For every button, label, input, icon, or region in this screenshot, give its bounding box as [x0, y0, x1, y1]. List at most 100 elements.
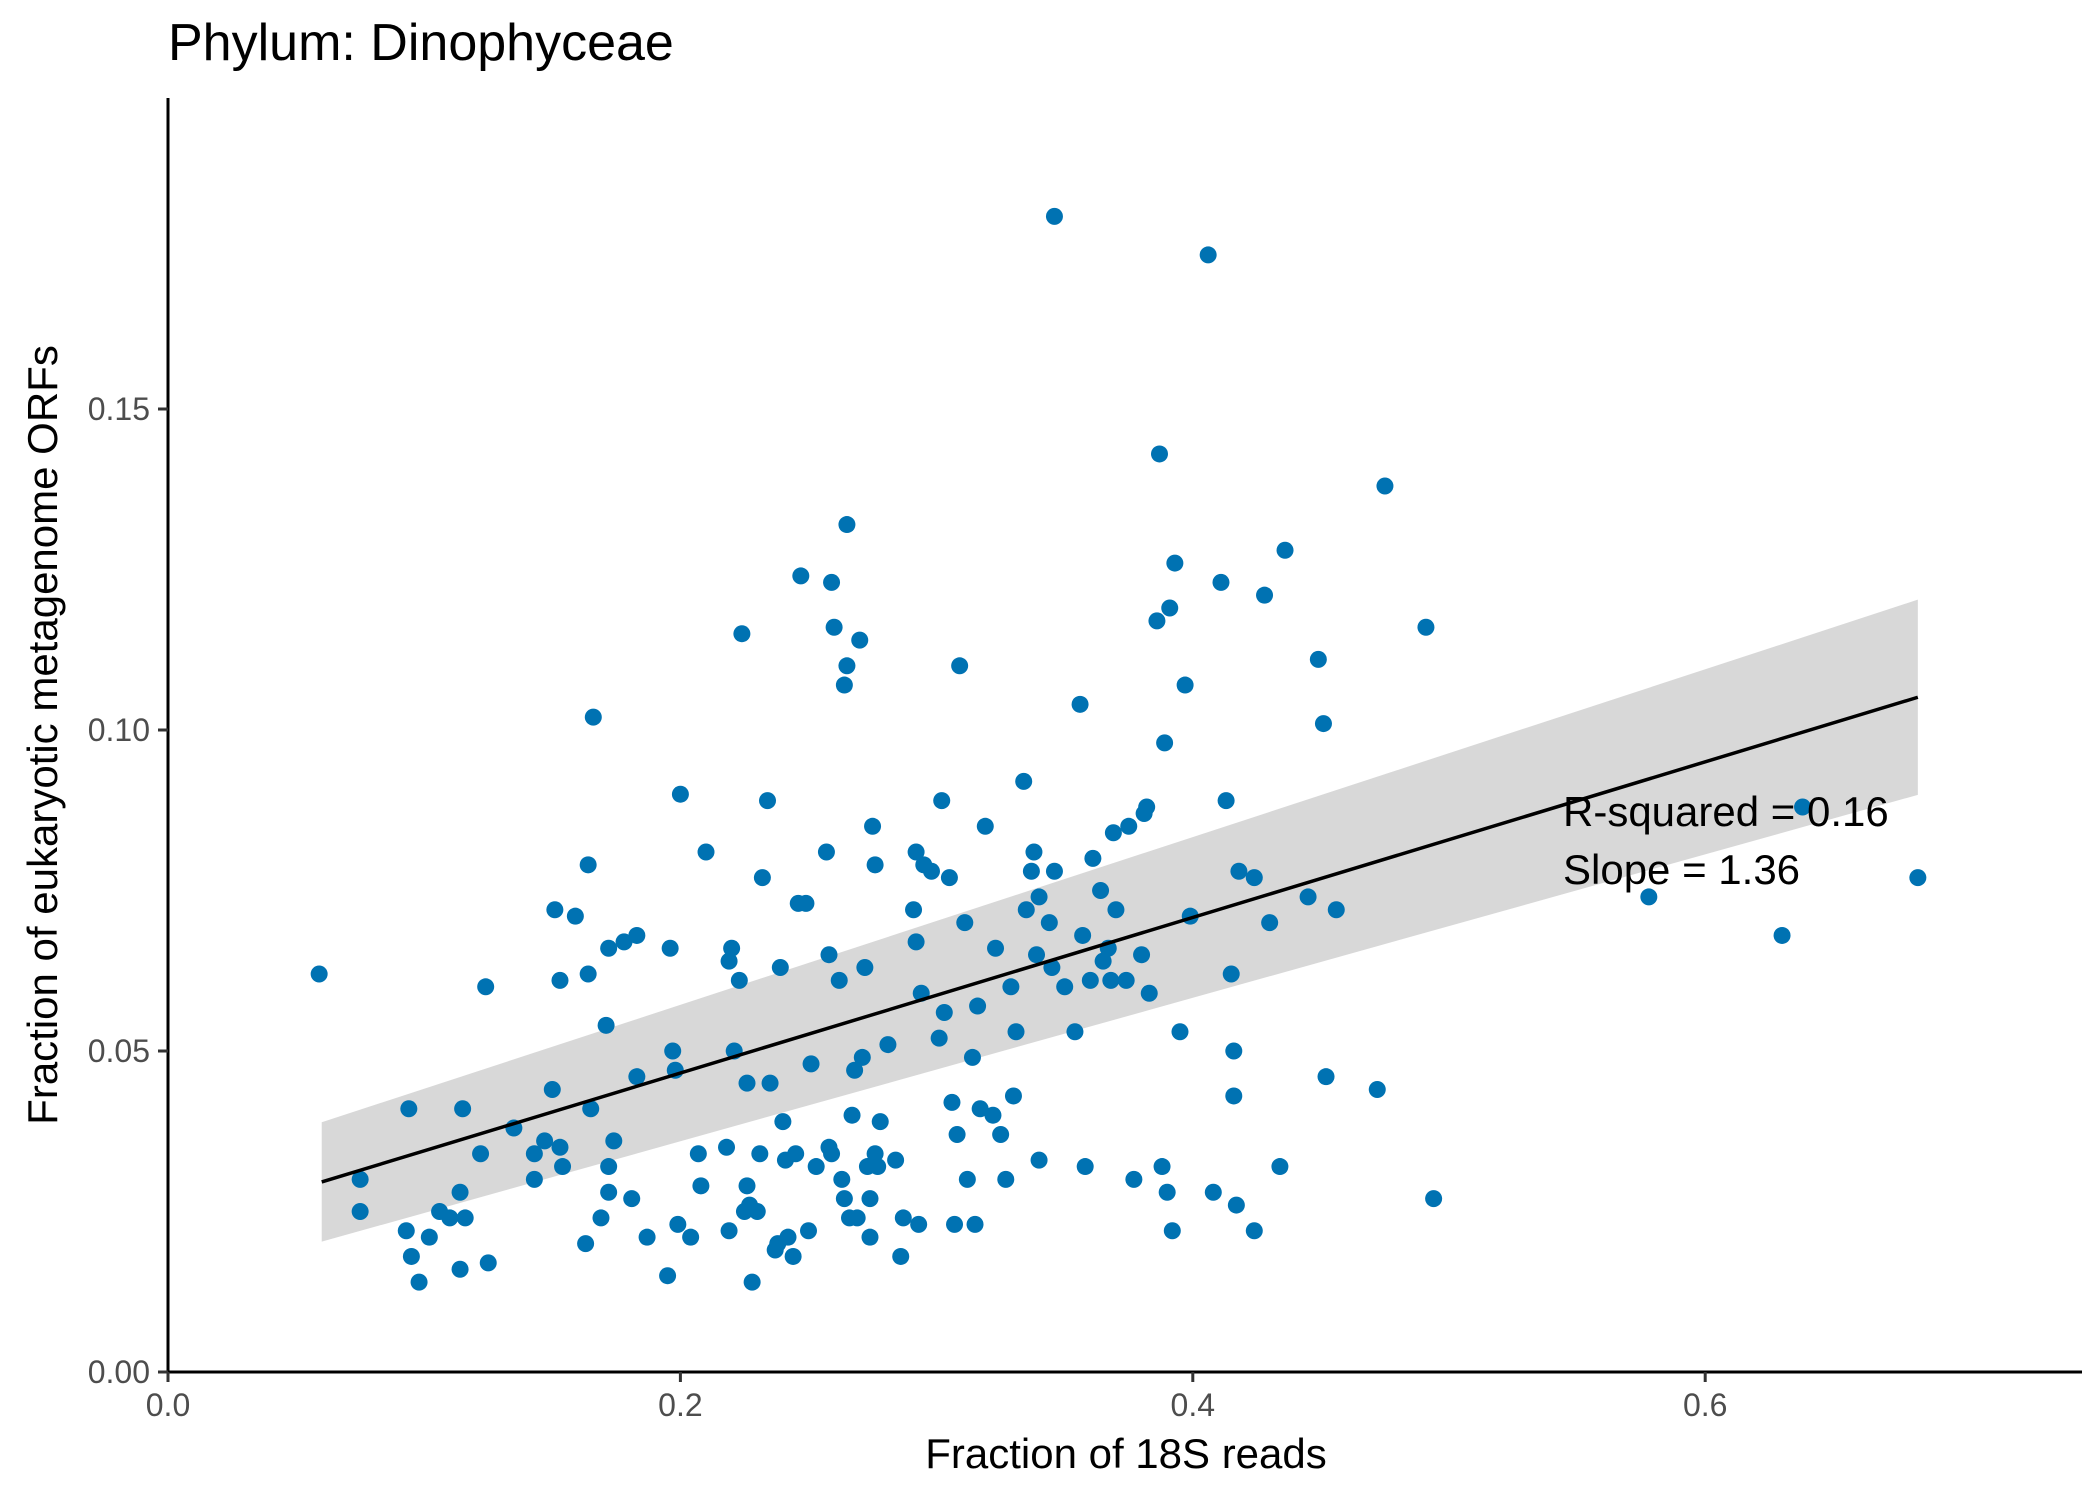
data-point [1148, 612, 1166, 630]
data-point [797, 894, 815, 912]
data-point [1094, 952, 1112, 970]
data-point [1176, 676, 1194, 694]
data-point [835, 1190, 853, 1208]
data-point [479, 1254, 497, 1272]
data-point [1015, 772, 1033, 790]
data-point [969, 997, 987, 1015]
data-point [1017, 901, 1035, 919]
data-point [1102, 971, 1120, 989]
data-point [1107, 901, 1125, 919]
data-point [1256, 586, 1274, 604]
data-point [966, 1215, 984, 1233]
data-point [454, 1100, 472, 1118]
data-point [1368, 1081, 1386, 1099]
data-point [615, 933, 633, 951]
data-point [751, 1145, 769, 1163]
data-point [551, 971, 569, 989]
data-point [536, 1132, 554, 1150]
data-point [864, 817, 882, 835]
data-point [1204, 1183, 1222, 1201]
data-point [907, 843, 925, 861]
data-point [1222, 965, 1240, 983]
data-point [976, 817, 994, 835]
data-point [1092, 882, 1110, 899]
data-point [566, 907, 584, 925]
data-point [833, 1170, 851, 1188]
data-point [723, 939, 741, 957]
data-point [1076, 1158, 1094, 1176]
data-point [1640, 888, 1658, 906]
data-point [851, 631, 869, 649]
data-point [1271, 1158, 1289, 1176]
data-point [922, 862, 940, 880]
data-point [1120, 817, 1138, 835]
data-point [807, 1158, 825, 1176]
data-point [720, 1222, 738, 1240]
data-point [1125, 1170, 1143, 1188]
x-tick-label: 0.2 [658, 1387, 702, 1423]
data-point [397, 1222, 415, 1240]
data-point [1163, 1222, 1181, 1240]
data-point [933, 792, 951, 810]
data-point [871, 1113, 889, 1131]
data-point [820, 946, 838, 964]
data-point [943, 1093, 961, 1111]
data-point [1025, 843, 1043, 861]
data-point [692, 1177, 710, 1195]
data-point [825, 618, 843, 636]
data-point [1117, 971, 1135, 989]
data-point [410, 1273, 428, 1291]
data-point [597, 1016, 615, 1034]
data-point [671, 785, 689, 803]
data-point [682, 1228, 700, 1246]
data-point [1081, 971, 1099, 989]
data-point [1138, 798, 1156, 816]
data-point [861, 1228, 879, 1246]
data-point [1066, 1023, 1084, 1041]
data-point [823, 1145, 841, 1163]
data-point [1794, 798, 1812, 816]
data-point [546, 901, 564, 919]
data-point [697, 843, 715, 861]
data-point [866, 856, 884, 874]
data-point [661, 939, 679, 957]
data-point [1317, 1068, 1335, 1086]
data-point [848, 1209, 866, 1227]
data-point [525, 1170, 543, 1188]
data-point [866, 1145, 884, 1163]
data-point [830, 971, 848, 989]
data-point [1030, 888, 1048, 906]
data-point [1245, 1222, 1263, 1240]
data-point [774, 1113, 792, 1131]
data-point [958, 1170, 976, 1188]
data-point [1004, 1087, 1022, 1105]
data-point [1217, 792, 1235, 810]
data-point [800, 1222, 817, 1240]
data-point [779, 1228, 797, 1246]
data-point [1002, 978, 1020, 996]
fit-confidence-band [321, 599, 1918, 1242]
data-point [879, 1036, 897, 1054]
data-point [838, 657, 856, 675]
data-point [669, 1215, 687, 1233]
data-point [1212, 573, 1230, 591]
data-point [351, 1170, 369, 1188]
data-point [718, 1138, 736, 1156]
data-point [1007, 1023, 1025, 1041]
data-point [838, 516, 856, 534]
data-point [402, 1247, 420, 1265]
data-point [1056, 978, 1074, 996]
data-point [472, 1145, 490, 1163]
data-point [1158, 1183, 1176, 1201]
data-point [992, 1125, 1010, 1143]
data-point [310, 965, 328, 983]
data-point [856, 959, 874, 977]
data-point [887, 1151, 905, 1169]
data-point [784, 1247, 802, 1265]
data-point [1199, 246, 1217, 264]
data-point [802, 1055, 820, 1073]
data-point [951, 657, 969, 675]
data-point [689, 1145, 707, 1163]
data-point [846, 1061, 864, 1079]
data-point [1376, 477, 1394, 495]
